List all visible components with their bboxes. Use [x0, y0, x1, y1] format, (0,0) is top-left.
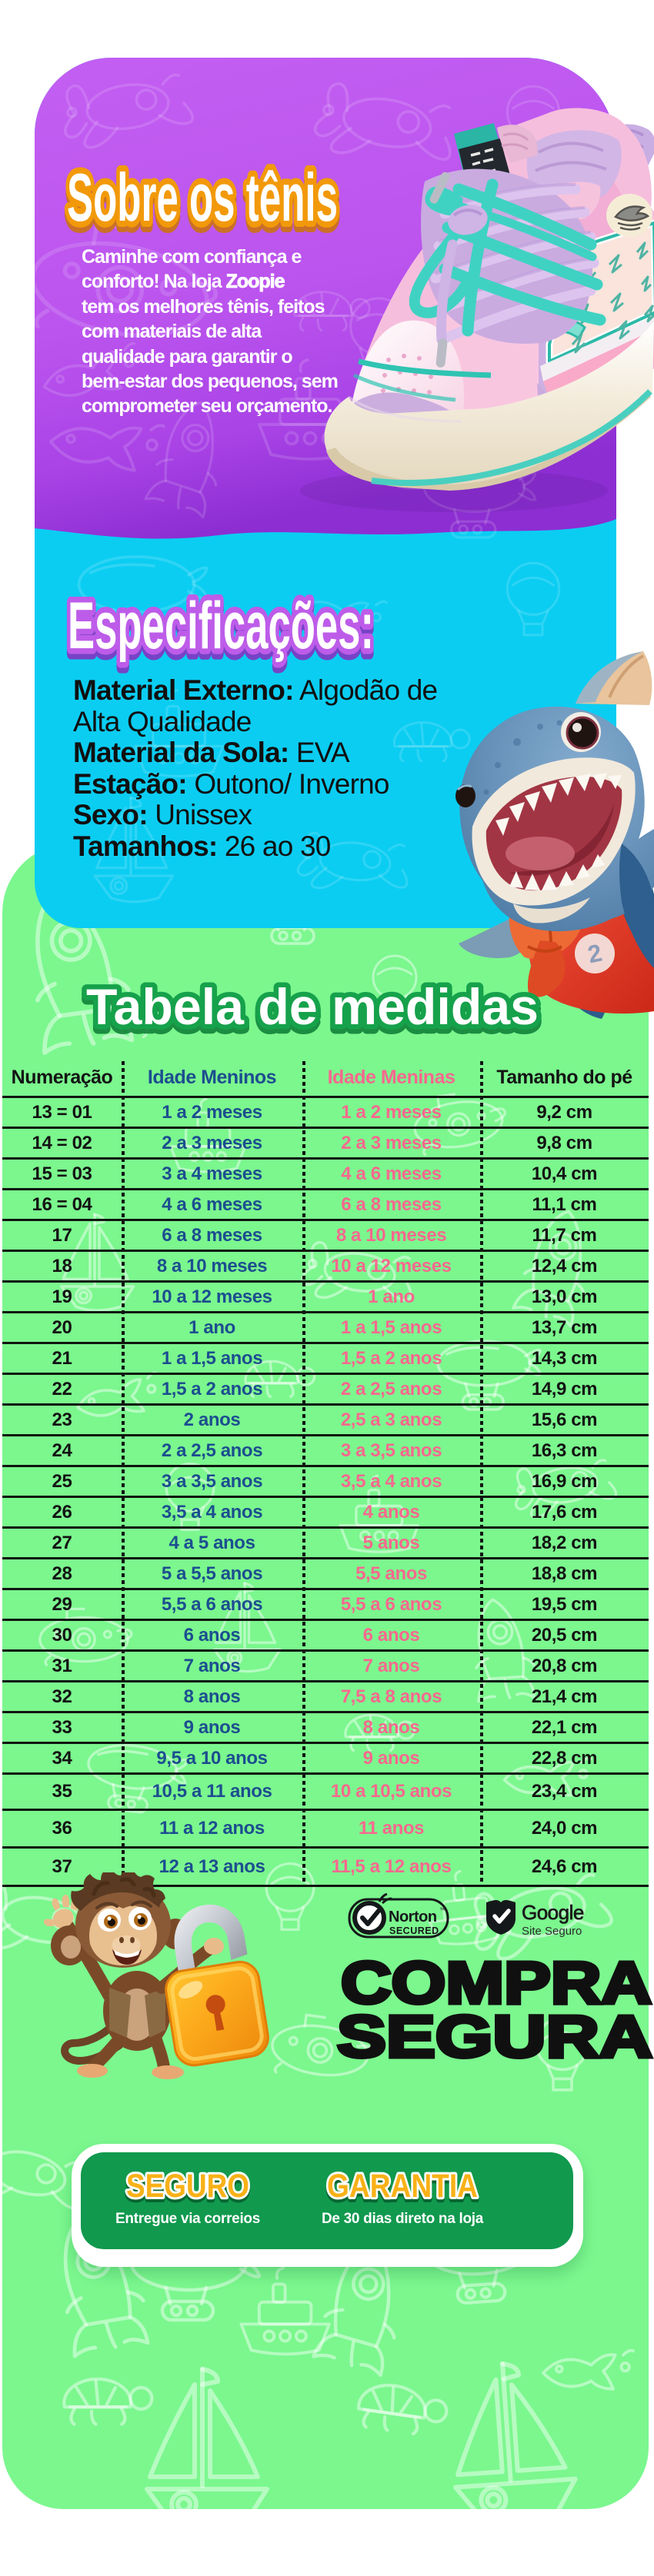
svg-text:GARANTIA: GARANTIA: [327, 2168, 478, 2205]
svg-text:GARANTIA: GARANTIA: [327, 2168, 478, 2205]
svg-text:Norton: Norton: [389, 1909, 437, 1925]
svg-text:SEGURO: SEGURO: [126, 2168, 249, 2205]
svg-text:™: ™: [439, 1906, 446, 1914]
svg-text:Tabela de medidas: Tabela de medidas: [86, 978, 539, 1035]
svg-text:De 30 dias direto na loja: De 30 dias direto na loja: [322, 2211, 484, 2227]
svg-text:COMPRA: COMPRA: [341, 1950, 652, 2016]
svg-text:Sobre os tênis: Sobre os tênis: [67, 159, 338, 235]
svg-text:SEGURA: SEGURA: [337, 2004, 652, 2070]
svg-text:Google: Google: [522, 1901, 584, 1924]
svg-text:Especificações:: Especificações:: [68, 589, 374, 663]
svg-text:Tabela de medidas: Tabela de medidas: [86, 978, 539, 1035]
svg-text:Entregue via correios: Entregue via correios: [115, 2211, 260, 2227]
svg-text:SECURED: SECURED: [389, 1925, 439, 1936]
svg-text:SEGURO: SEGURO: [126, 2168, 249, 2205]
svg-text:Especificações:: Especificações:: [68, 589, 374, 663]
svg-text:Sobre os tênis: Sobre os tênis: [67, 159, 338, 235]
svg-text:Site Seguro: Site Seguro: [522, 1925, 582, 1938]
